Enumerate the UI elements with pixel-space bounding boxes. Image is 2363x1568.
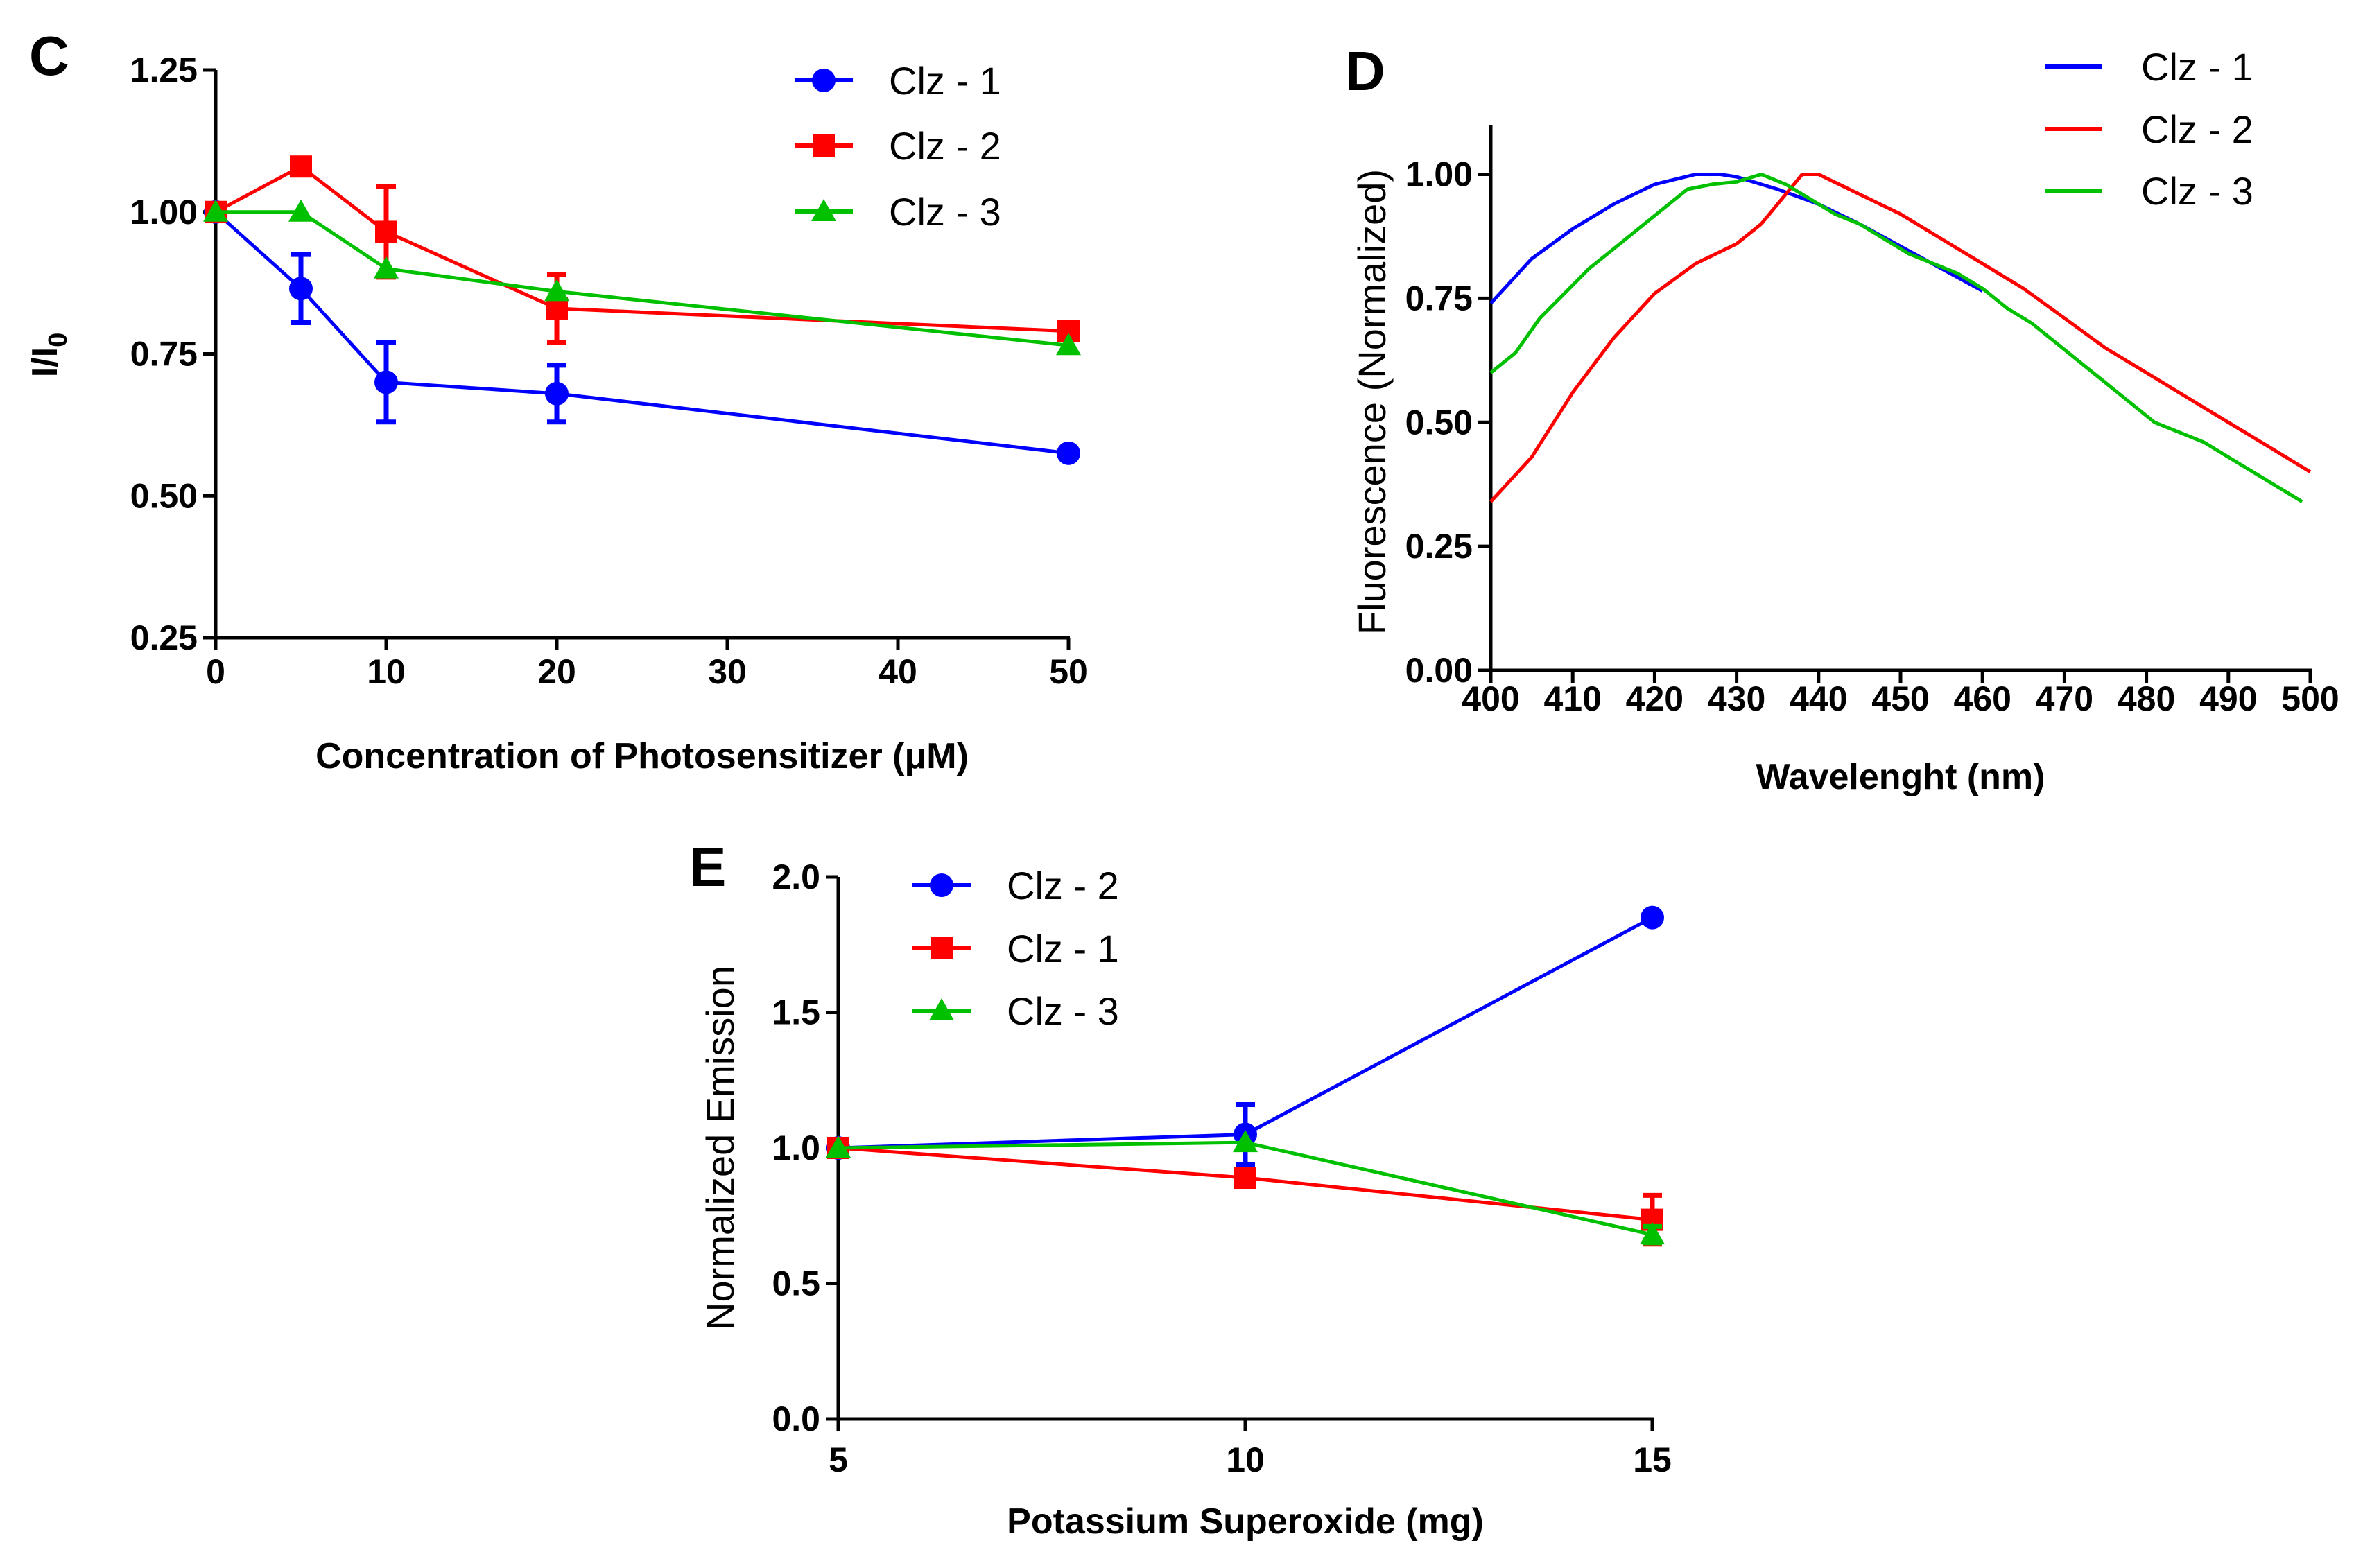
- chart-e-x-tick-label: 5: [829, 1440, 848, 1479]
- chart-c-point-2: [290, 155, 312, 178]
- chart-c-x-tick-label: 50: [1049, 652, 1088, 691]
- chart-c-legend-swatch-3-marker: [811, 199, 836, 221]
- chart-c-point-3: [1056, 333, 1081, 356]
- chart-c-legend-label-2: Clz - 2: [889, 124, 1001, 168]
- chart-c-y-tick-label: 0.50: [130, 476, 198, 515]
- chart-c-legend-swatch-2-marker: [813, 134, 835, 157]
- chart-e-x-tick-label: 15: [1633, 1440, 1672, 1479]
- chart-c-point-1: [1057, 441, 1080, 465]
- chart-d-y-tick-label: 1.00: [1405, 155, 1473, 194]
- chart-e-point-3: [826, 1135, 851, 1158]
- chart-e-legend-label-1: Clz - 2: [1007, 864, 1119, 907]
- chart-c-legend-label-3: Clz - 3: [889, 190, 1001, 234]
- chart-c-x-tick-label: 30: [708, 652, 747, 691]
- chart-d-y-tick-label: 0.50: [1405, 403, 1473, 442]
- chart-d: 400 410 420 430 440 450 460 470 480 490 500 0.00 0.2…: [1350, 45, 2339, 797]
- chart-e: 5 10 15 0.0 0.5 1.0 1.5 2.0 Clz - 2 Clz - 1 Clz - …: [698, 857, 1672, 1542]
- chart-c-point-1: [374, 370, 398, 394]
- chart-c-x-tick-label: 0: [206, 652, 225, 691]
- chart-c-x-axis-title: Concentration of Photosensitizer (μM): [315, 736, 969, 776]
- chart-d-y-tick-label: 0.25: [1405, 527, 1473, 566]
- chart-c-point-1: [545, 381, 569, 406]
- chart-c-legend-swatch-1-marker: [812, 69, 836, 92]
- chart-e-y-tick-label: 2.0: [772, 857, 820, 896]
- chart-c-y-axis-title-sub: 0: [44, 333, 73, 347]
- chart-c-point-3: [288, 199, 313, 222]
- chart-d-x-tick-label: 420: [1626, 679, 1683, 718]
- chart-d-series-line-1: [1489, 173, 1984, 305]
- chart-e-y-axis-title: Normalized Emission: [698, 966, 742, 1330]
- chart-c-point-3: [544, 279, 569, 302]
- panel-letter-e: E: [689, 836, 726, 898]
- chart-d-series-line-2: [1489, 173, 2312, 503]
- chart-c-y-axis-title: I/I0: [25, 333, 73, 377]
- chart-c-point-3: [374, 256, 399, 279]
- chart-c-x-tick-label: 40: [878, 652, 917, 691]
- chart-c-y-tick-label: 1.25: [130, 51, 198, 89]
- chart-e-point-2: [1234, 1167, 1256, 1190]
- chart-d-x-tick-label: 400: [1462, 679, 1519, 718]
- chart-d-x-tick-label: 470: [2036, 679, 2093, 718]
- chart-e-y-tick-label: 0.5: [772, 1264, 820, 1303]
- chart-d-y-tick-label: 0.75: [1405, 279, 1473, 317]
- chart-d-legend-label-1: Clz - 1: [2141, 45, 2253, 89]
- chart-d-series-line-3: [1489, 173, 2303, 503]
- chart-c-point-3: [203, 199, 228, 222]
- chart-d-y-tick-label: 0.00: [1405, 651, 1473, 690]
- chart-c-y-tick-label: 0.75: [130, 335, 198, 374]
- chart-c-x-tick-label: 20: [537, 652, 576, 691]
- chart-e-y-tick-label: 1.5: [772, 993, 820, 1032]
- chart-c-y-axis-title-main: I/I: [25, 347, 65, 377]
- chart-c-y-tick-label: 0.25: [130, 618, 198, 657]
- chart-d-legend-label-2: Clz - 2: [2141, 107, 2253, 151]
- chart-c-point-2: [375, 220, 397, 243]
- chart-e-point-1: [1641, 905, 1664, 930]
- chart-e-y-tick-label: 1.0: [772, 1129, 820, 1167]
- chart-d-x-tick-label: 500: [2281, 679, 2339, 718]
- chart-e-legend-swatch-1-marker: [930, 873, 953, 897]
- chart-d-x-tick-label: 460: [1953, 679, 2011, 718]
- chart-e-x-axis-title: Potassium Superoxide (mg): [1007, 1501, 1484, 1542]
- chart-e-y-tick-label: 0.0: [772, 1400, 820, 1438]
- chart-c-x-tick-label: 10: [367, 652, 406, 691]
- chart-c-point-1: [289, 277, 313, 301]
- chart-d-legend-label-3: Clz - 3: [2141, 169, 2253, 213]
- panel-letter-d: D: [1345, 40, 1385, 102]
- chart-d-x-axis-title: Wavelenght (nm): [1756, 757, 2045, 797]
- chart-e-legend-swatch-2-marker: [931, 937, 953, 959]
- chart-e-legend-label-3: Clz - 3: [1007, 989, 1119, 1033]
- chart-e-x-tick-label: 10: [1226, 1440, 1265, 1479]
- chart-d-x-tick-label: 450: [1871, 679, 1929, 718]
- chart-d-x-tick-label: 430: [1708, 679, 1765, 718]
- chart-e-legend-swatch-3-marker: [929, 998, 954, 1020]
- chart-e-point-3: [1640, 1222, 1665, 1245]
- panel-letter-c: C: [29, 25, 69, 87]
- chart-d-x-tick-label: 410: [1543, 679, 1601, 718]
- chart-e-legend-label-2: Clz - 1: [1007, 927, 1119, 970]
- chart-c: 0 10 20 30 40 50 0.25 0.50 0.75 1.00 1.25 Clz - 1 Cl…: [25, 51, 1088, 776]
- chart-d-x-tick-label: 480: [2118, 679, 2175, 718]
- chart-c-y-tick-label: 1.00: [130, 193, 198, 232]
- chart-d-x-tick-label: 490: [2199, 679, 2257, 718]
- chart-d-x-tick-label: 440: [1790, 679, 1847, 718]
- chart-e-point-3: [1233, 1130, 1258, 1153]
- chart-d-y-axis-title: Fluorescence (Normalized): [1350, 169, 1394, 635]
- chart-c-legend-label-1: Clz - 1: [889, 59, 1001, 103]
